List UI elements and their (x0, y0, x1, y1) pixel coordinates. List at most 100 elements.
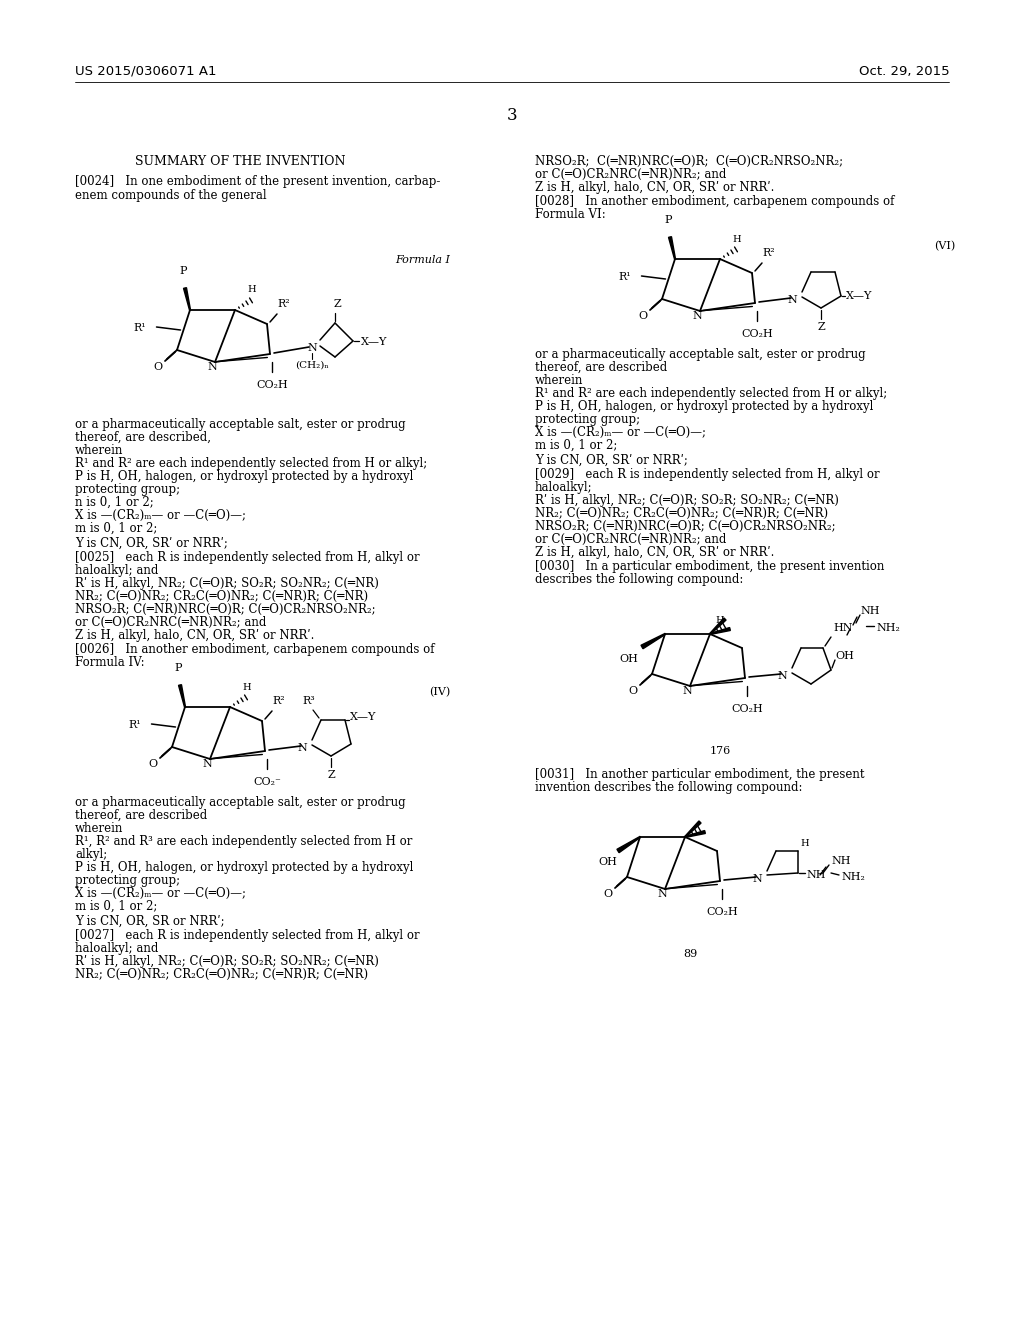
Text: R¹ and R² are each independently selected from H or alkyl;: R¹ and R² are each independently selecte… (75, 457, 427, 470)
Polygon shape (641, 634, 666, 648)
Text: [0027]   each R is independently selected from H, alkyl or: [0027] each R is independently selected … (75, 929, 420, 942)
Text: m is 0, 1 or 2;: m is 0, 1 or 2; (535, 440, 617, 451)
Text: [0028]   In another embodiment, carbapenem compounds of: [0028] In another embodiment, carbapenem… (535, 195, 894, 209)
Text: haloalkyl; and: haloalkyl; and (75, 564, 159, 577)
Text: Y is CN, OR, SRʹ or NRRʹ;: Y is CN, OR, SRʹ or NRRʹ; (75, 537, 228, 550)
Text: Z: Z (817, 322, 824, 333)
Text: Z is H, alkyl, halo, CN, OR, SRʹ or NRRʹ.: Z is H, alkyl, halo, CN, OR, SRʹ or NRRʹ… (535, 546, 774, 558)
Text: NRSO₂R; C(═NR)NRC(═O)R; C(═O)CR₂NRSO₂NR₂;: NRSO₂R; C(═NR)NRC(═O)R; C(═O)CR₂NRSO₂NR₂… (75, 603, 376, 616)
Text: wherein: wherein (75, 822, 123, 836)
Text: HN: HN (833, 623, 853, 634)
Text: [0025]   each R is independently selected from H, alkyl or: [0025] each R is independently selected … (75, 550, 420, 564)
Text: CO₂H: CO₂H (707, 907, 738, 917)
Text: [0031]   In another particular embodiment, the present: [0031] In another particular embodiment,… (535, 768, 864, 781)
Text: P is H, OH, halogen, or hydroxyl protected by a hydroxyl: P is H, OH, halogen, or hydroxyl protect… (535, 400, 873, 413)
Text: N: N (682, 686, 692, 696)
Text: NR₂; C(═O)NR₂; CR₂C(═O)NR₂; C(═NR)R; C(═NR): NR₂; C(═O)NR₂; CR₂C(═O)NR₂; C(═NR)R; C(═… (75, 590, 368, 603)
Text: X—Y: X—Y (361, 337, 387, 347)
Text: X is —(CR₂)ₘ— or —C(═O)—;: X is —(CR₂)ₘ— or —C(═O)—; (535, 426, 706, 440)
Text: N: N (307, 343, 316, 352)
Text: R¹: R¹ (129, 719, 141, 730)
Text: 176: 176 (710, 746, 731, 756)
Text: Formula VI:: Formula VI: (535, 209, 606, 220)
Text: NH₂: NH₂ (876, 623, 900, 634)
Text: N: N (752, 874, 762, 884)
Text: CO₂H: CO₂H (741, 329, 773, 339)
Text: H: H (732, 235, 740, 243)
Text: N: N (777, 671, 786, 681)
Text: O: O (638, 312, 647, 321)
Text: OH: OH (620, 653, 638, 664)
Text: R¹: R¹ (134, 323, 146, 333)
Text: P is H, OH, halogen, or hydroxyl protected by a hydroxyl: P is H, OH, halogen, or hydroxyl protect… (75, 470, 414, 483)
Text: [0024]   In one embodiment of the present invention, carbap-: [0024] In one embodiment of the present … (75, 176, 440, 187)
Text: US 2015/0306071 A1: US 2015/0306071 A1 (75, 65, 216, 78)
Text: X—Y: X—Y (350, 711, 377, 722)
Text: or a pharmaceutically acceptable salt, ester or prodrug: or a pharmaceutically acceptable salt, e… (75, 418, 406, 432)
Text: Z: Z (328, 770, 335, 780)
Text: Oct. 29, 2015: Oct. 29, 2015 (859, 65, 950, 78)
Text: wherein: wherein (75, 444, 123, 457)
Text: NRSO₂R;  C(═NR)NRC(═O)R;  C(═O)CR₂NRSO₂NR₂;: NRSO₂R; C(═NR)NRC(═O)R; C(═O)CR₂NRSO₂NR₂… (535, 154, 843, 168)
Text: R³: R³ (303, 696, 315, 706)
Text: NR₂; C(═O)NR₂; CR₂C(═O)NR₂; C(═NR)R; C(═NR): NR₂; C(═O)NR₂; CR₂C(═O)NR₂; C(═NR)R; C(═… (535, 507, 828, 520)
Text: H: H (800, 840, 809, 847)
Text: (IV): (IV) (429, 686, 450, 697)
Text: Y is CN, OR, SRʹ or NRRʹ;: Y is CN, OR, SRʹ or NRRʹ; (535, 454, 688, 467)
Text: or a pharmaceutically acceptable salt, ester or prodrug: or a pharmaceutically acceptable salt, e… (75, 796, 406, 809)
Text: NR₂; C(═O)NR₂; CR₂C(═O)NR₂; C(═NR)R; C(═NR): NR₂; C(═O)NR₂; CR₂C(═O)NR₂; C(═NR)R; C(═… (75, 968, 368, 981)
Text: Rʹ is H, alkyl, NR₂; C(═O)R; SO₂R; SO₂NR₂; C(═NR): Rʹ is H, alkyl, NR₂; C(═O)R; SO₂R; SO₂NR… (75, 954, 379, 968)
Text: Formula IV:: Formula IV: (75, 656, 144, 669)
Text: O: O (629, 686, 638, 696)
Text: Z: Z (333, 300, 341, 309)
Text: P is H, OH, halogen, or hydroxyl protected by a hydroxyl: P is H, OH, halogen, or hydroxyl protect… (75, 861, 414, 874)
Polygon shape (685, 830, 706, 837)
Text: (VI): (VI) (934, 242, 955, 251)
Text: wherein: wherein (535, 374, 584, 387)
Text: R²: R² (762, 248, 775, 257)
Text: haloalkyl;: haloalkyl; (535, 480, 593, 494)
Text: or C(═O)CR₂NRC(═NR)NR₂; and: or C(═O)CR₂NRC(═NR)NR₂; and (535, 533, 726, 546)
Polygon shape (183, 288, 190, 310)
Text: O: O (154, 362, 163, 372)
Text: NRSO₂R; C(═NR)NRC(═O)R; C(═O)CR₂NRSO₂NR₂;: NRSO₂R; C(═NR)NRC(═O)R; C(═O)CR₂NRSO₂NR₂… (535, 520, 836, 533)
Text: m is 0, 1 or 2;: m is 0, 1 or 2; (75, 900, 158, 913)
Text: Z is H, alkyl, halo, CN, OR, SRʹ or NRRʹ.: Z is H, alkyl, halo, CN, OR, SRʹ or NRRʹ… (75, 630, 314, 642)
Text: N: N (657, 888, 667, 899)
Polygon shape (669, 236, 676, 259)
Text: thereof, are described,: thereof, are described, (75, 432, 211, 444)
Text: OH: OH (599, 857, 617, 867)
Text: R²: R² (278, 300, 290, 309)
Text: R¹, R² and R³ are each independently selected from H or: R¹, R² and R³ are each independently sel… (75, 836, 413, 847)
Polygon shape (710, 618, 726, 635)
Text: 3: 3 (507, 107, 517, 124)
Text: H: H (242, 682, 251, 692)
Text: protecting group;: protecting group; (75, 874, 180, 887)
Text: X is —(CR₂)ₘ— or —C(═O)—;: X is —(CR₂)ₘ— or —C(═O)—; (75, 510, 246, 521)
Text: R²: R² (272, 696, 285, 706)
Text: Formula I: Formula I (395, 255, 450, 265)
Text: invention describes the following compound:: invention describes the following compou… (535, 781, 803, 795)
Text: [0026]   In another embodiment, carbapenem compounds of: [0026] In another embodiment, carbapenem… (75, 643, 434, 656)
Text: NH: NH (831, 855, 851, 866)
Text: NH: NH (860, 606, 880, 616)
Text: [0030]   In a particular embodiment, the present invention: [0030] In a particular embodiment, the p… (535, 560, 885, 573)
Text: X—Y: X—Y (846, 290, 872, 301)
Text: haloalkyl; and: haloalkyl; and (75, 942, 159, 954)
Text: Rʹ is H, alkyl, NR₂; C(═O)R; SO₂R; SO₂NR₂; C(═NR): Rʹ is H, alkyl, NR₂; C(═O)R; SO₂R; SO₂NR… (75, 577, 379, 590)
Text: H: H (247, 285, 256, 294)
Text: [0029]   each R is independently selected from H, alkyl or: [0029] each R is independently selected … (535, 469, 880, 480)
Text: N: N (297, 743, 307, 752)
Text: CO₂H: CO₂H (256, 380, 288, 389)
Text: N: N (202, 759, 212, 770)
Text: describes the following compound:: describes the following compound: (535, 573, 743, 586)
Text: R¹ and R² are each independently selected from H or alkyl;: R¹ and R² are each independently selecte… (535, 387, 887, 400)
Text: N: N (692, 312, 701, 321)
Text: CO₂H: CO₂H (731, 704, 763, 714)
Text: Rʹ is H, alkyl, NR₂; C(═O)R; SO₂R; SO₂NR₂; C(═NR): Rʹ is H, alkyl, NR₂; C(═O)R; SO₂R; SO₂NR… (535, 494, 839, 507)
Text: thereof, are described: thereof, are described (75, 809, 207, 822)
Text: or a pharmaceutically acceptable salt, ester or prodrug: or a pharmaceutically acceptable salt, e… (535, 348, 865, 360)
Polygon shape (685, 821, 701, 837)
Text: OH: OH (835, 651, 854, 661)
Text: enem compounds of the general: enem compounds of the general (75, 189, 266, 202)
